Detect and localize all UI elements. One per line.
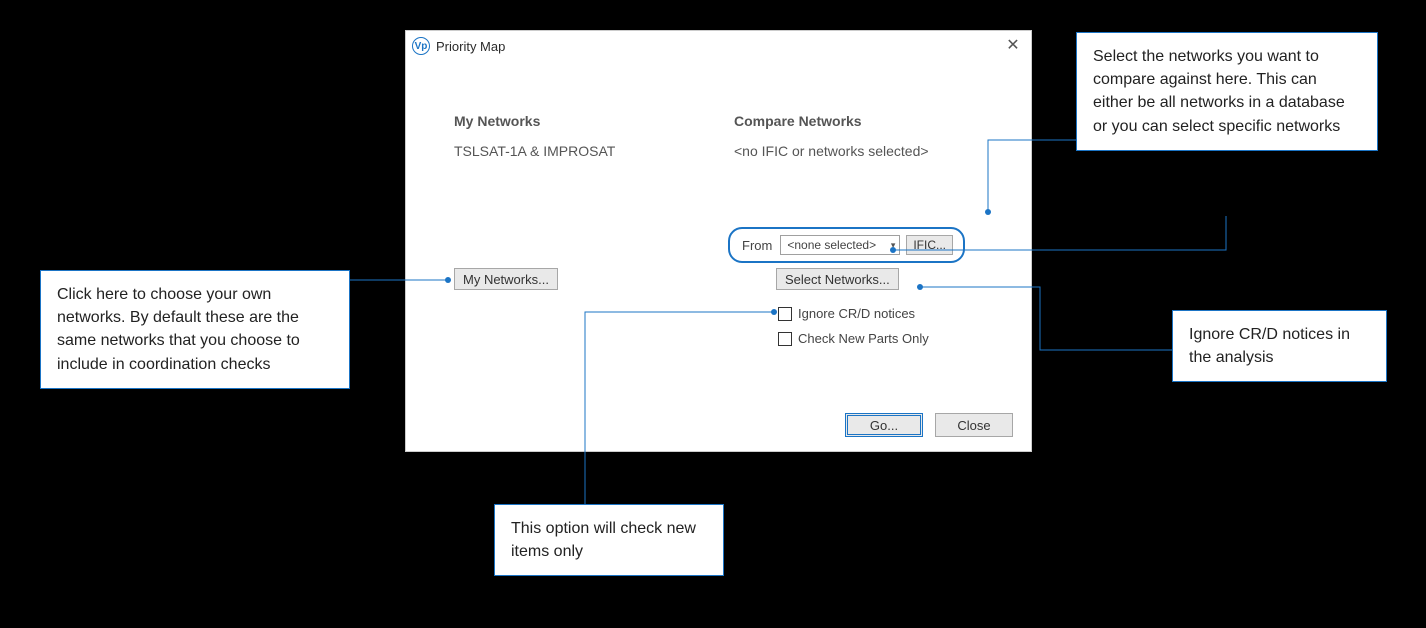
go-button[interactable]: Go... <box>845 413 923 437</box>
stage: Vp Priority Map ✕ My Networks TSLSAT-1A … <box>0 0 1426 628</box>
callout-compare-networks: Select the networks you want to compare … <box>1076 32 1378 151</box>
close-button[interactable]: Close <box>935 413 1013 437</box>
callout-ignore-crd: Ignore CR/D notices in the analysis <box>1172 310 1387 382</box>
my-networks-heading: My Networks <box>454 113 540 129</box>
check-new-parts-label: Check New Parts Only <box>798 331 929 346</box>
my-networks-button[interactable]: My Networks... <box>454 268 558 290</box>
close-icon[interactable]: ✕ <box>1003 38 1023 54</box>
app-icon: Vp <box>412 37 430 55</box>
ignore-crd-checkbox[interactable] <box>778 307 792 321</box>
chevron-down-icon: ▾ <box>891 240 896 251</box>
titlebar: Vp Priority Map ✕ <box>406 31 1031 61</box>
from-dropdown[interactable]: <none selected> ▾ <box>780 235 900 255</box>
dialog-footer: Go... Close <box>845 413 1013 437</box>
priority-map-dialog: Vp Priority Map ✕ My Networks TSLSAT-1A … <box>405 30 1032 452</box>
compare-networks-heading: Compare Networks <box>734 113 862 129</box>
callout-my-networks: Click here to choose your own networks. … <box>40 270 350 389</box>
from-label: From <box>742 238 772 253</box>
check-new-parts-checkbox[interactable] <box>778 332 792 346</box>
ignore-crd-label: Ignore CR/D notices <box>798 306 915 321</box>
dialog-title: Priority Map <box>436 39 1003 54</box>
from-dropdown-value: <none selected> <box>787 238 890 252</box>
select-networks-button[interactable]: Select Networks... <box>776 268 899 290</box>
from-row: From <none selected> ▾ IFIC... <box>728 227 965 263</box>
compare-networks-value: <no IFIC or networks selected> <box>734 143 929 159</box>
my-networks-value: TSLSAT-1A & IMPROSAT <box>454 143 615 159</box>
check-new-parts-row[interactable]: Check New Parts Only <box>778 331 929 346</box>
callout-check-new-parts: This option will check new items only <box>494 504 724 576</box>
ignore-crd-row[interactable]: Ignore CR/D notices <box>778 306 915 321</box>
ific-button[interactable]: IFIC... <box>906 235 953 255</box>
dialog-body: My Networks TSLSAT-1A & IMPROSAT Compare… <box>406 61 1031 451</box>
